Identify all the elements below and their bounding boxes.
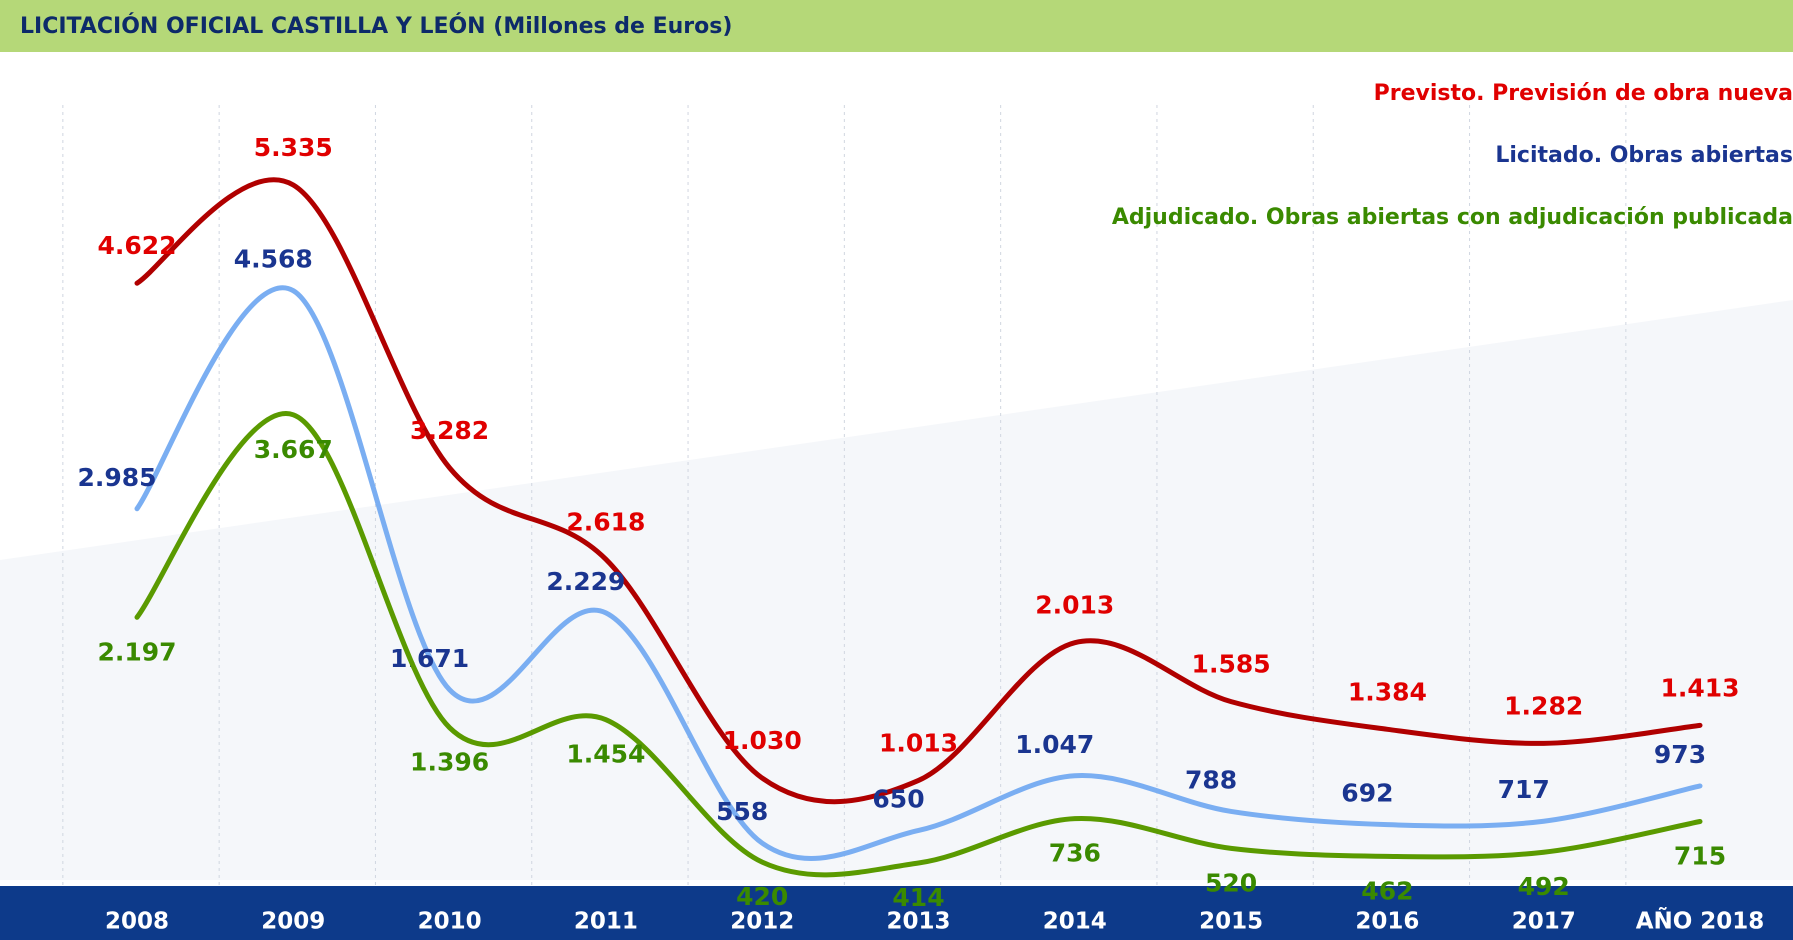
series-line <box>134 411 1703 878</box>
data-label: 5.335 <box>254 133 333 162</box>
series-line <box>134 177 1703 805</box>
data-label: 788 <box>1185 765 1237 794</box>
data-label: 414 <box>892 883 944 912</box>
x-tick-label: 2009 <box>261 909 325 935</box>
data-label: 1.013 <box>879 728 958 757</box>
data-label: 973 <box>1654 740 1706 769</box>
legend-entry: Adjudicado. Obras abiertas con adjudicac… <box>1112 205 1793 230</box>
data-label: 717 <box>1498 775 1550 804</box>
data-label: 1.030 <box>723 726 802 755</box>
x-tick-label: 2013 <box>886 909 950 935</box>
data-label: 462 <box>1361 876 1413 905</box>
data-label: 420 <box>736 882 788 911</box>
data-label: 4.568 <box>234 245 313 274</box>
legend-entry: Licitado. Obras abiertas <box>1495 143 1793 168</box>
x-tick-label: 2016 <box>1355 909 1419 935</box>
chart-title: LICITACIÓN OFICIAL CASTILLA Y LEÓN (Mill… <box>20 13 732 39</box>
data-label: 1.396 <box>410 748 489 777</box>
x-tick-label: 2010 <box>418 909 482 935</box>
data-label: 1.282 <box>1504 691 1583 720</box>
legend-entry: Previsto. Previsión de obra nueva <box>1374 81 1793 106</box>
data-label: 3.667 <box>254 435 333 464</box>
data-label: 492 <box>1518 872 1570 901</box>
data-label: 1.413 <box>1660 673 1739 702</box>
data-label: 1.454 <box>566 740 645 769</box>
data-label: 1.047 <box>1015 730 1094 759</box>
x-tick-label: 2011 <box>574 909 638 935</box>
x-tick-label: AÑO 2018 <box>1636 907 1765 935</box>
data-label: 1.671 <box>390 644 469 673</box>
x-tick-label: 2008 <box>105 909 169 935</box>
x-tick-label: 2015 <box>1199 909 1263 935</box>
data-label: 2.229 <box>546 567 625 596</box>
data-label: 692 <box>1341 779 1393 808</box>
header-bar <box>0 0 1793 52</box>
x-tick-label: 2017 <box>1512 909 1576 935</box>
backdrop <box>0 300 1793 880</box>
data-label: 2.013 <box>1035 591 1114 620</box>
data-label: 558 <box>716 797 768 826</box>
data-label: 736 <box>1049 839 1101 868</box>
x-tick-label: 2014 <box>1043 909 1107 935</box>
axis-bar <box>0 886 1793 940</box>
data-label: 2.985 <box>77 463 156 492</box>
data-label: 1.585 <box>1192 650 1271 679</box>
data-label: 4.622 <box>97 231 176 260</box>
data-label: 1.384 <box>1348 677 1427 706</box>
data-label: 715 <box>1674 841 1726 870</box>
series-line <box>134 285 1703 861</box>
data-label: 3.282 <box>410 416 489 445</box>
x-tick-label: 2012 <box>730 909 794 935</box>
data-label: 2.197 <box>97 637 176 666</box>
data-label: 2.618 <box>566 507 645 536</box>
data-label: 520 <box>1205 868 1257 897</box>
data-label: 650 <box>872 784 924 813</box>
